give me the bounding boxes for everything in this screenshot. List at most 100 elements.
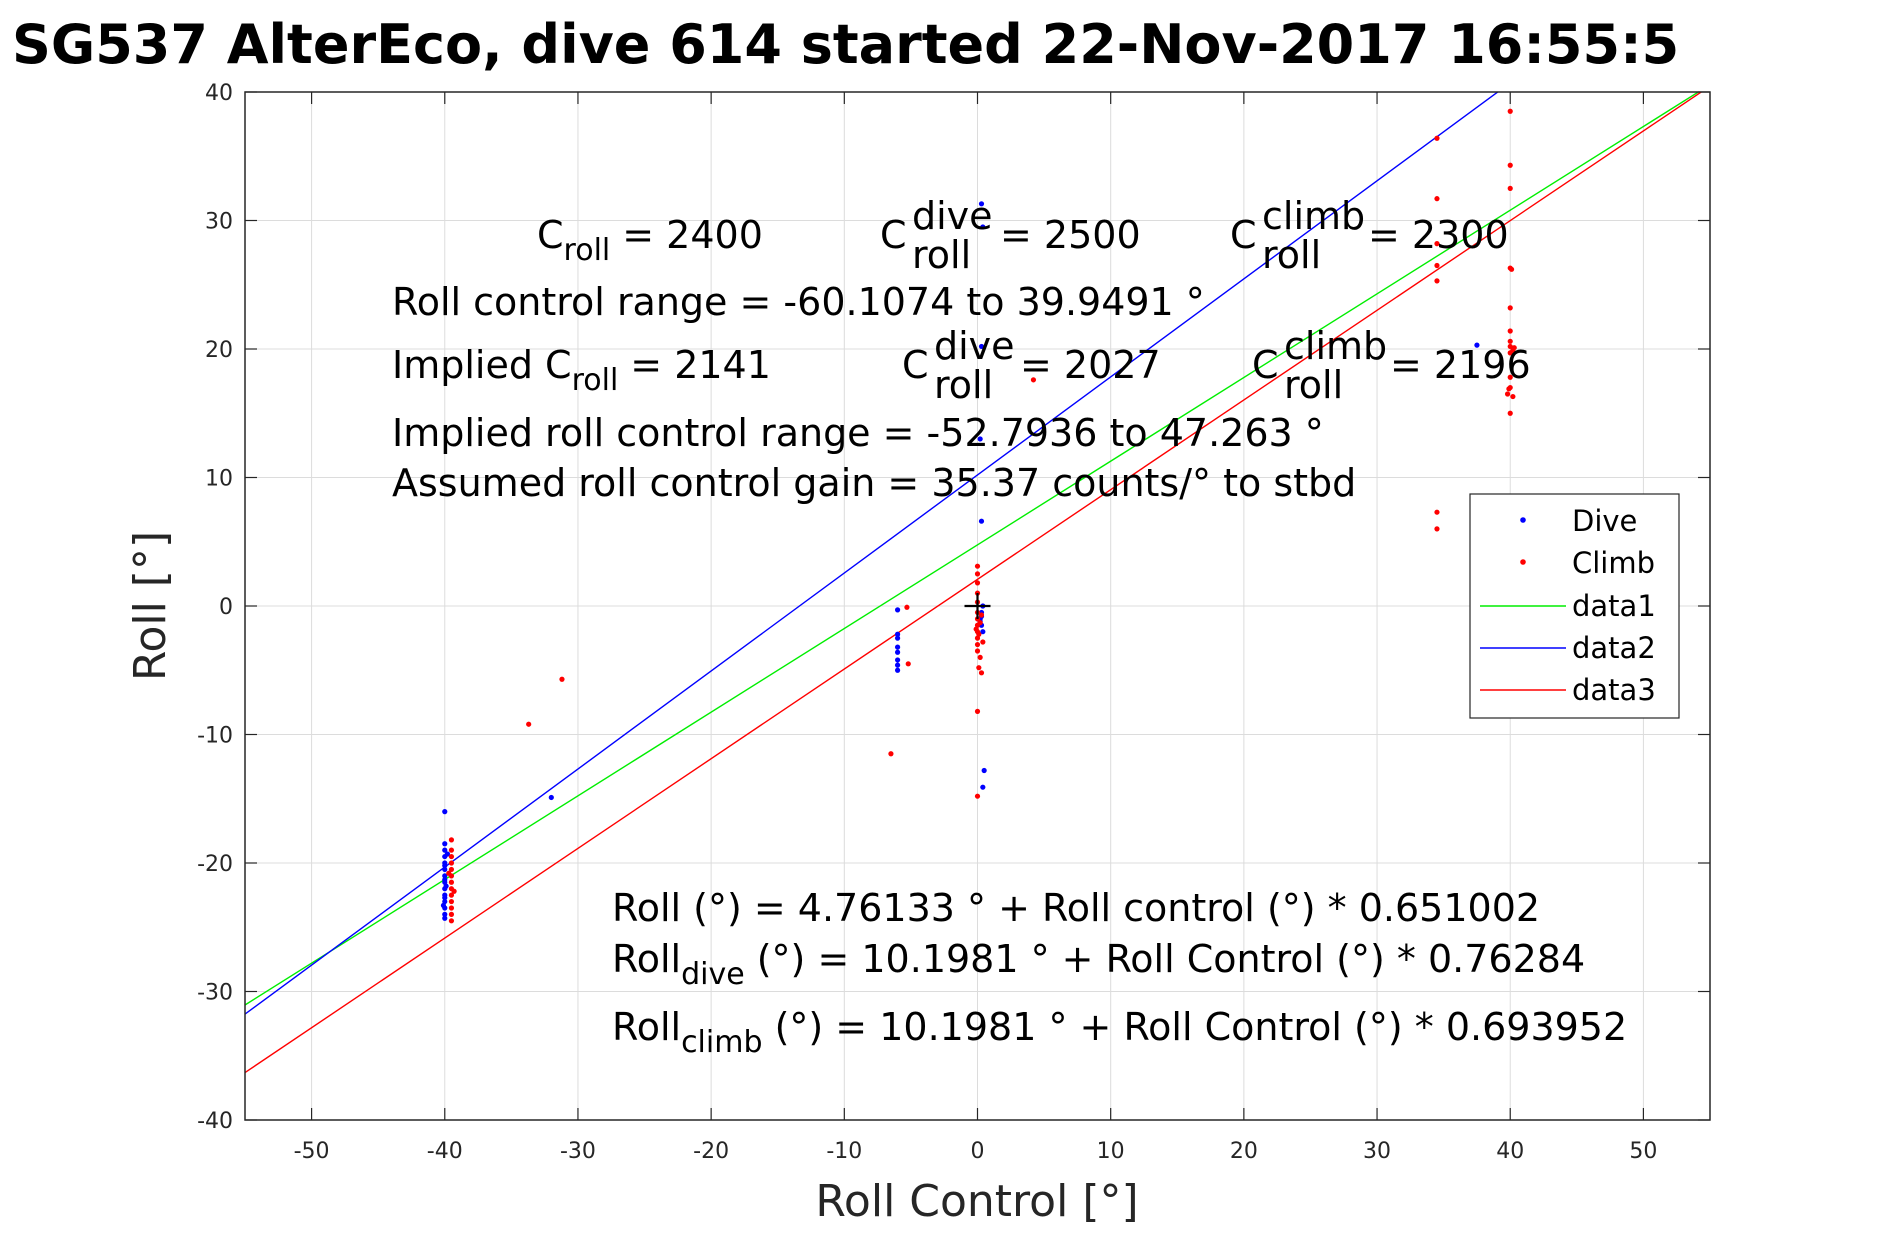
climb-point xyxy=(1507,410,1513,416)
fit-line-data3 xyxy=(245,92,1703,1074)
climb-point xyxy=(446,870,452,876)
climb-point xyxy=(1507,162,1513,168)
y-tick-label: -30 xyxy=(197,981,233,1006)
climb-point xyxy=(976,631,982,637)
dive-point xyxy=(1474,342,1480,348)
dive-point xyxy=(894,662,901,668)
implied-c-dive-sup: dive xyxy=(934,324,1015,368)
climb-point xyxy=(905,661,911,667)
fit-climb-base: Roll xyxy=(612,1005,681,1049)
climb-point xyxy=(1434,509,1440,515)
legend: Dive Climb data1 data2 data3 xyxy=(1469,493,1680,719)
y-tick-label: 0 xyxy=(219,595,233,620)
climb-point xyxy=(1434,278,1440,284)
dive-point xyxy=(442,911,448,918)
x-axis-ticks: -50 -40 -30 -20 -10 0 10 20 30 40 50 xyxy=(294,92,1657,1164)
implied-c-roll-value: = 2141 xyxy=(630,343,771,387)
dive-point xyxy=(442,915,448,921)
climb-point xyxy=(976,665,982,671)
legend-label-data3: data3 xyxy=(1572,673,1656,707)
dive-point xyxy=(442,862,448,869)
legend-marker-dive xyxy=(1520,517,1526,523)
y-tick-label: -20 xyxy=(197,852,233,877)
dive-point xyxy=(978,201,985,207)
climb-point xyxy=(1507,328,1513,334)
dive-point xyxy=(442,873,448,879)
climb-point xyxy=(980,639,986,645)
c-dive-sub: roll xyxy=(912,233,971,277)
dive-point xyxy=(981,767,987,774)
y-tick-label: 20 xyxy=(205,338,233,363)
fit-climb-rest: (°) = 10.1981 ° + Roll Control (°) * 0.6… xyxy=(763,1005,1628,1049)
c-dive-base: C xyxy=(880,213,907,257)
crosshair-marker xyxy=(964,593,991,619)
dive-point xyxy=(894,667,901,673)
climb-point xyxy=(448,837,455,843)
plot-frame xyxy=(244,91,1711,1121)
dive-point xyxy=(894,635,901,641)
dive-point xyxy=(442,841,448,847)
climb-point xyxy=(1434,262,1440,269)
c-climb-value: = 2300 xyxy=(1368,213,1509,257)
legend-label-climb: Climb xyxy=(1572,546,1655,580)
climb-point xyxy=(977,654,983,661)
svg-text:Implied Croll= 2141: Implied Croll = 2141 xyxy=(392,343,771,398)
climb-point xyxy=(1511,345,1517,351)
fit-equation-dive: Rolldive (°) = 10.1981 ° + Roll Control … xyxy=(612,937,1585,992)
fit-dive-base: Roll xyxy=(612,937,681,981)
dive-point xyxy=(894,649,901,655)
climb-point xyxy=(1504,391,1511,397)
climb-point xyxy=(978,670,985,676)
dive-point xyxy=(980,784,986,790)
y-tick-label: -10 xyxy=(197,724,233,749)
c-climb-sup: climb xyxy=(1262,194,1365,238)
climb-point xyxy=(526,721,532,727)
climb-point xyxy=(448,847,455,853)
implied-c-roll-sub: roll xyxy=(572,363,619,398)
climb-point xyxy=(974,641,981,648)
climb-point xyxy=(559,676,565,682)
x-tick-label: -30 xyxy=(560,1139,596,1164)
coefficients-annotation: Croll = 2400 C dive roll = 2500 C climb r… xyxy=(537,194,1509,277)
y-tick-label: -40 xyxy=(197,1109,233,1134)
implied-c-climb-sub: roll xyxy=(1284,363,1343,407)
climb-point xyxy=(974,580,981,586)
climb-point xyxy=(1434,241,1440,247)
climb-point xyxy=(974,648,981,654)
climb-point xyxy=(448,905,455,911)
c-climb-sub: roll xyxy=(1262,233,1321,277)
climb-point xyxy=(448,879,455,885)
dive-point xyxy=(442,866,448,873)
fit-dive-rest: (°) = 10.1981 ° + Roll Control (°) * 0.7… xyxy=(745,937,1585,981)
y-axis-label: Roll [°] xyxy=(125,531,176,681)
dive-point xyxy=(977,436,983,442)
c-roll-value: = 2400 xyxy=(622,213,763,257)
c-roll-sub: roll xyxy=(564,233,611,268)
climb-point xyxy=(448,866,455,873)
dive-point xyxy=(894,657,901,663)
climb-point xyxy=(1508,266,1515,272)
c-roll-base: C xyxy=(537,213,564,257)
fit-equation-all: Roll (°) = 4.76133 ° + Roll control (°) … xyxy=(612,886,1540,930)
climb-point xyxy=(1507,343,1513,350)
climb-point xyxy=(1030,377,1037,383)
implied-c-climb-value: = 2196 xyxy=(1390,343,1531,387)
dive-point xyxy=(443,883,449,889)
climb-point xyxy=(1507,108,1513,114)
roll-control-range: Roll control range = -60.1074 to 39.9491… xyxy=(392,280,1205,324)
climb-point xyxy=(448,898,455,905)
x-tick-label: 10 xyxy=(1097,1139,1125,1164)
legend-label-data1: data1 xyxy=(1572,589,1656,623)
dive-point xyxy=(894,631,901,637)
climb-point xyxy=(1507,185,1513,191)
implied-roll-control-range: Implied roll control range = -52.7936 to… xyxy=(392,411,1324,455)
x-tick-label: 20 xyxy=(1230,1139,1258,1164)
dive-point xyxy=(442,895,448,901)
climb-point xyxy=(1434,135,1440,141)
legend-label-dive: Dive xyxy=(1572,504,1637,538)
climb-point xyxy=(978,612,985,618)
x-tick-label: 0 xyxy=(971,1139,985,1164)
fit-climb-sub: climb xyxy=(681,1025,762,1060)
climb-point xyxy=(974,793,981,799)
